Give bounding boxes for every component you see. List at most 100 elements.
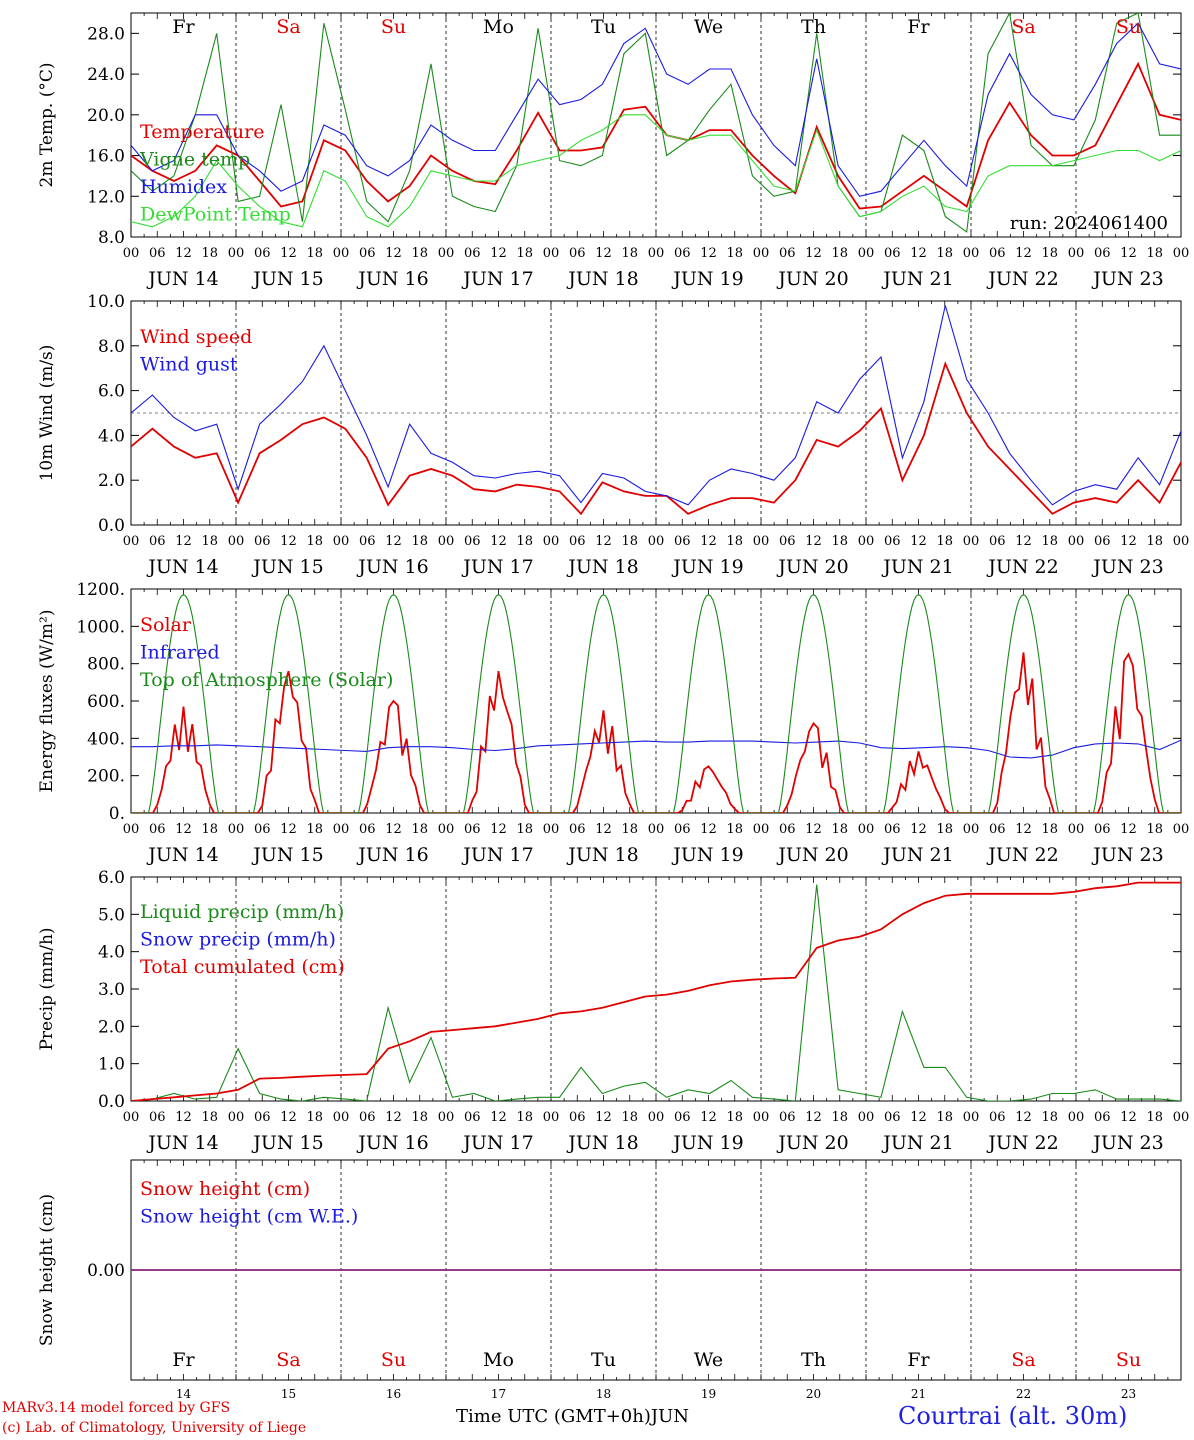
date-label: JUN 23 <box>1091 268 1163 290</box>
hour-tick-label: 12 <box>1120 822 1137 837</box>
series-line-solar <box>131 652 1181 813</box>
hour-tick-label: 06 <box>359 1110 376 1125</box>
hour-tick-label: 12 <box>595 534 612 549</box>
day-name-label: Su <box>1116 16 1141 38</box>
hour-tick-label: 06 <box>779 534 796 549</box>
hour-tick-label: 12 <box>1015 1110 1032 1125</box>
hour-tick-label: 12 <box>910 1110 927 1125</box>
hour-tick-label: 00 <box>753 534 770 549</box>
hour-tick-label: 00 <box>753 246 770 261</box>
hour-tick-label: 12 <box>910 246 927 261</box>
hour-tick-label: 18 <box>936 246 953 261</box>
date-label: JUN 14 <box>146 1132 218 1154</box>
y-tick-label: 3.0 <box>98 980 125 1000</box>
x-axis-month: JUN <box>650 1406 690 1427</box>
date-label: JUN 22 <box>986 1132 1058 1154</box>
y-tick-label: 16.0 <box>87 147 125 167</box>
hour-tick-label: 18 <box>201 246 218 261</box>
legend-entry: Snow precip (mm/h) <box>140 929 336 951</box>
panel-3: 0. 200. 400. 600. 800. 1000. 1200. Energy fluxe… <box>37 580 1189 866</box>
hour-tick-label: 00 <box>963 246 980 261</box>
hour-tick-label: 12 <box>490 534 507 549</box>
hour-tick-label: 18 <box>201 1110 218 1125</box>
date-label: JUN 18 <box>566 268 638 290</box>
date-label: JUN 18 <box>566 844 638 866</box>
y-tick-label: 6.0 <box>98 868 125 888</box>
hour-tick-label: 00 <box>543 822 560 837</box>
hour-tick-label: 12 <box>805 822 822 837</box>
day-name-label: Tu <box>591 16 616 38</box>
day-number-label: 22 <box>1016 1387 1031 1401</box>
day-name-label: Fr <box>172 1349 195 1371</box>
y-axis-label: Snow height (cm) <box>37 1194 57 1346</box>
day-name-label: Fr <box>907 1349 930 1371</box>
date-label: JUN 15 <box>251 844 323 866</box>
y-tick-label: 5.0 <box>98 905 125 925</box>
hour-tick-label: 00 <box>438 1110 455 1125</box>
day-name-label: Mo <box>483 1349 514 1371</box>
lab-credit: (c) Lab. of Climatology, University of L… <box>2 1420 307 1436</box>
panel-2: 0.0 2.0 4.0 6.0 8.0 10.0 10m Wind (m/s) Wind sp… <box>37 292 1189 578</box>
hour-tick-label: 00 <box>648 534 665 549</box>
hour-tick-label: 12 <box>910 822 927 837</box>
date-label: JUN 15 <box>251 268 323 290</box>
date-label: JUN 16 <box>356 1132 428 1154</box>
date-label: JUN 17 <box>461 1132 533 1154</box>
series-line-dewpoint-temp <box>131 114 1181 228</box>
hour-tick-label: 18 <box>306 822 323 837</box>
hour-tick-label: 18 <box>831 822 848 837</box>
hour-tick-label: 00 <box>858 246 875 261</box>
hour-tick-label: 00 <box>333 1110 350 1125</box>
hour-tick-label: 18 <box>726 246 743 261</box>
station-name: Courtrai (alt. 30m) <box>898 1402 1128 1430</box>
hour-tick-label: 12 <box>490 822 507 837</box>
hour-tick-label: 18 <box>306 246 323 261</box>
hour-tick-label: 18 <box>411 822 428 837</box>
hour-tick-label: 18 <box>306 534 323 549</box>
hour-tick-label: 12 <box>175 246 192 261</box>
y-tick-label: 0.0 <box>98 516 125 536</box>
date-label: JUN 23 <box>1091 556 1163 578</box>
day-number-label: 21 <box>911 1387 926 1401</box>
legend-entry: Liquid precip (mm/h) <box>140 901 344 923</box>
y-tick-label: 4.0 <box>98 426 125 446</box>
legend-entry: DewPoint Temp <box>140 204 291 226</box>
y-tick-label: 12.0 <box>87 187 125 207</box>
hour-tick-label: 06 <box>464 246 481 261</box>
hour-tick-label: 06 <box>779 1110 796 1125</box>
hour-tick-label: 00 <box>123 1110 140 1125</box>
hour-tick-label: 12 <box>280 534 297 549</box>
panel-5: 0.00 Snow height (cm) Snow height (cm) Snow… <box>37 1159 1182 1401</box>
series-line-wind-speed <box>131 361 1181 516</box>
hour-tick-label: 06 <box>359 822 376 837</box>
hour-tick-label: 06 <box>1094 246 1111 261</box>
day-name-label: We <box>694 16 723 38</box>
hour-tick-label: 12 <box>1015 534 1032 549</box>
hour-tick-label: 06 <box>779 246 796 261</box>
hour-tick-label: 00 <box>123 534 140 549</box>
legend-entry: Solar <box>140 614 192 636</box>
hour-tick-label: 12 <box>280 246 297 261</box>
date-label: JUN 19 <box>671 556 743 578</box>
hour-tick-label: 00 <box>858 822 875 837</box>
hour-tick-label: 00 <box>228 1110 245 1125</box>
day-number-label: 18 <box>596 1387 611 1401</box>
date-label: JUN 17 <box>461 844 533 866</box>
hour-tick-label: 18 <box>726 1110 743 1125</box>
hour-tick-label: 18 <box>411 534 428 549</box>
hour-tick-label: 00 <box>543 246 560 261</box>
y-axis-label: Precip (mm/h) <box>37 927 57 1050</box>
hour-tick-label: 00 <box>228 534 245 549</box>
x-axis-title: Time UTC (GMT+0h) <box>456 1406 651 1427</box>
hour-tick-label: 12 <box>595 1110 612 1125</box>
hour-tick-label: 12 <box>385 534 402 549</box>
hour-tick-label: 06 <box>989 246 1006 261</box>
date-label: JUN 15 <box>251 556 323 578</box>
hour-tick-label: 12 <box>700 246 717 261</box>
hour-tick-label: 06 <box>254 246 271 261</box>
hour-tick-label: 06 <box>569 246 586 261</box>
date-label: JUN 17 <box>461 556 533 578</box>
date-label: JUN 20 <box>776 556 848 578</box>
y-axis-label: Energy fluxes (W/m²) <box>37 610 57 793</box>
hour-tick-label: 00 <box>438 246 455 261</box>
